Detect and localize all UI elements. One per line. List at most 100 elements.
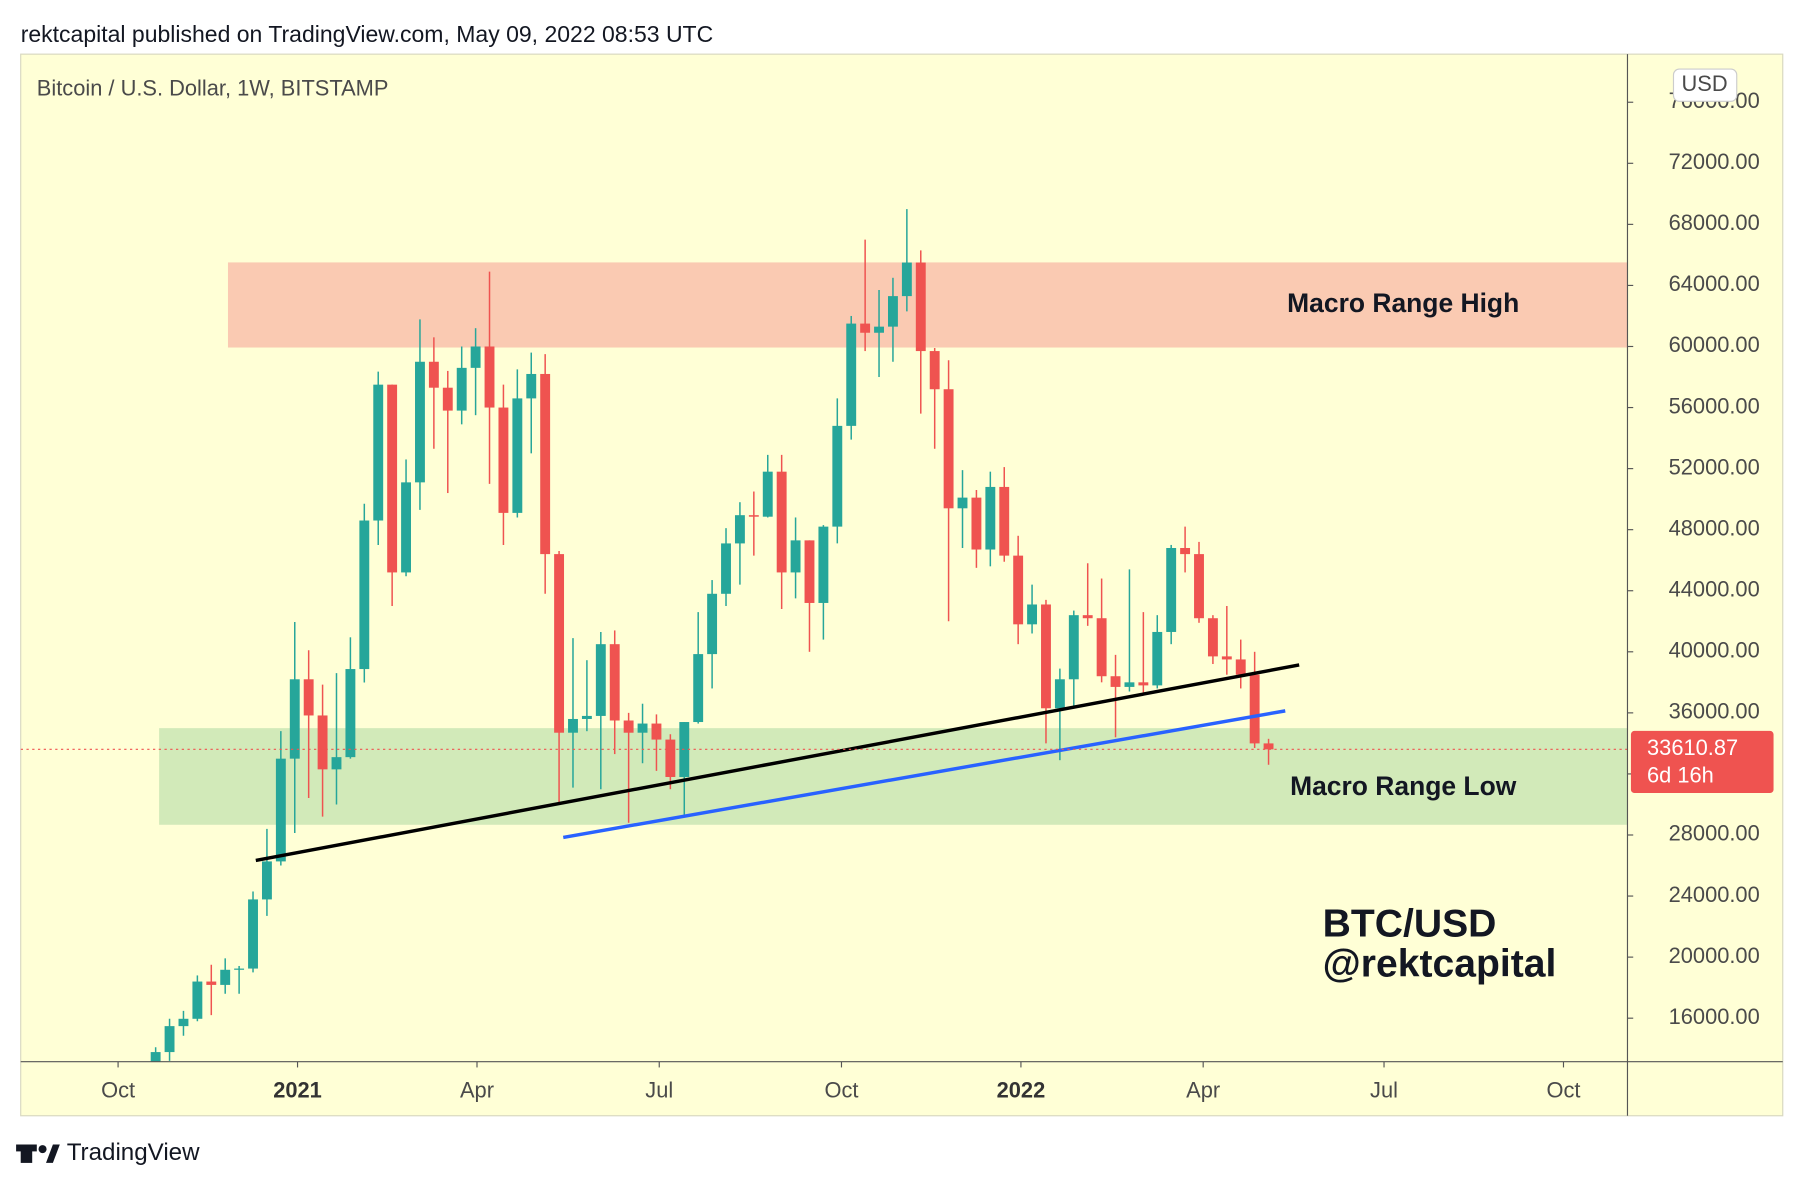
- price-label-box: [1630, 730, 1774, 794]
- y-tick-label: 72000.00: [1669, 149, 1760, 174]
- candle-body: [609, 644, 620, 721]
- candle-body: [373, 384, 384, 521]
- candle-body: [206, 981, 217, 985]
- candle-body: [651, 723, 662, 740]
- candle-body: [1054, 679, 1065, 709]
- x-tick-label: Oct: [1546, 1077, 1580, 1102]
- candle-body: [595, 644, 606, 716]
- y-tick-label: 52000.00: [1669, 454, 1760, 479]
- candle-body: [359, 520, 370, 670]
- candle-body: [526, 373, 537, 399]
- x-tick-label: 2022: [997, 1077, 1046, 1102]
- candle-body: [150, 1052, 161, 1062]
- candle-body: [1124, 682, 1135, 687]
- candle-body: [915, 262, 926, 352]
- y-tick-label: 68000.00: [1669, 210, 1760, 235]
- candle-body: [999, 486, 1010, 556]
- header: rektcapital published on TradingView.com…: [21, 21, 714, 47]
- candle-body: [748, 515, 759, 517]
- candle-body: [568, 718, 578, 733]
- trendline: [562, 709, 1286, 840]
- candle-body: [818, 526, 829, 603]
- candle-body: [470, 346, 481, 368]
- candle-body: [345, 669, 356, 758]
- candle-body: [164, 1026, 175, 1053]
- candle-body: [178, 1018, 189, 1027]
- candle-body: [776, 471, 787, 573]
- candle-body: [498, 407, 509, 513]
- trendline: [255, 663, 1300, 863]
- candle-body: [943, 389, 954, 509]
- candle-body: [428, 361, 439, 388]
- zone: [159, 728, 1628, 825]
- x-tick-label: Jul: [1370, 1077, 1398, 1102]
- candle-body: [929, 351, 940, 390]
- candle-body: [484, 346, 495, 408]
- candle-body: [804, 540, 815, 603]
- candle-body: [415, 361, 425, 483]
- candle-body: [1082, 615, 1093, 619]
- y-tick-label: 56000.00: [1669, 393, 1760, 418]
- zone: [227, 262, 1628, 348]
- candle-body: [1110, 676, 1121, 687]
- candle-body: [665, 739, 676, 777]
- x-tick-label: Apr: [460, 1077, 494, 1102]
- candle-body: [331, 757, 342, 770]
- candle-body: [1207, 618, 1218, 657]
- y-tick-label: 20000.00: [1669, 943, 1760, 968]
- chart-title: Bitcoin / U.S. Dollar, 1W, BITSTAMP: [37, 76, 389, 101]
- candle-body: [1096, 618, 1107, 677]
- x-tick-label: Oct: [101, 1077, 135, 1102]
- candle-body: [832, 425, 843, 527]
- candle-body: [707, 593, 718, 655]
- candle-body: [1194, 554, 1204, 619]
- x-tick-label: Oct: [824, 1077, 858, 1102]
- candle-body: [234, 968, 245, 970]
- countdown: 6d 16h: [1647, 763, 1714, 788]
- candle-body: [192, 981, 203, 1019]
- candle-body: [860, 323, 871, 333]
- candle-body: [985, 486, 996, 550]
- candle-body: [1166, 547, 1177, 632]
- candle-body: [289, 679, 300, 759]
- y-tick-label: 44000.00: [1669, 577, 1760, 602]
- watermark: BTC/USD: [1323, 902, 1497, 945]
- y-tick-label: 28000.00: [1669, 821, 1760, 846]
- candle-body: [957, 497, 968, 509]
- candle-body: [693, 654, 704, 723]
- y-tick-label: 24000.00: [1669, 882, 1760, 907]
- candle-body: [387, 384, 398, 573]
- candle-body: [1152, 631, 1163, 686]
- candle-body: [1263, 743, 1274, 750]
- chart-frame: [20, 53, 1784, 1117]
- x-tick-label: Apr: [1186, 1077, 1220, 1102]
- candle-body: [874, 326, 884, 333]
- watermark: @rektcapital: [1323, 943, 1557, 986]
- candle-body: [1027, 604, 1038, 625]
- candle-body: [1138, 682, 1149, 686]
- candle-body: [540, 373, 551, 555]
- x-tick-label: Jul: [645, 1077, 673, 1102]
- price-label: 33610.87: [1647, 735, 1738, 760]
- plot-area: [20, 209, 1628, 1062]
- candle-body: [1235, 659, 1246, 675]
- candle-body: [623, 720, 634, 733]
- candle-body: [721, 543, 731, 594]
- currency-box: [1672, 68, 1738, 102]
- candle-body: [1249, 674, 1260, 744]
- candle-body: [581, 715, 592, 719]
- candle-body: [442, 387, 453, 411]
- candle-body: [1013, 555, 1024, 625]
- zone-label: Macro Range Low: [1290, 771, 1517, 801]
- candle-body: [971, 497, 982, 550]
- candle-body: [762, 471, 773, 517]
- candle-body: [220, 969, 231, 985]
- y-tick-label: 36000.00: [1669, 699, 1760, 724]
- candle-body: [1180, 547, 1191, 555]
- candle-body: [1068, 615, 1079, 680]
- candle-body: [275, 758, 286, 862]
- x-tick-label: 2021: [273, 1077, 322, 1102]
- candle-body: [401, 482, 411, 573]
- candle-body: [846, 323, 857, 426]
